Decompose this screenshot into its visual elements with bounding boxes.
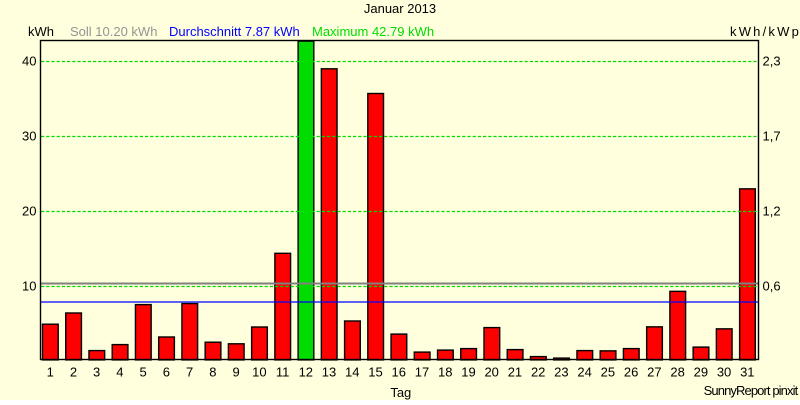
svg-text:24: 24 bbox=[577, 365, 591, 380]
svg-text:Januar 2013: Januar 2013 bbox=[364, 1, 436, 16]
svg-text:20: 20 bbox=[484, 365, 498, 380]
svg-text:25: 25 bbox=[601, 365, 615, 380]
svg-text:19: 19 bbox=[461, 365, 475, 380]
svg-text:4: 4 bbox=[116, 365, 123, 380]
svg-text:40: 40 bbox=[22, 54, 36, 69]
svg-text:5: 5 bbox=[140, 365, 147, 380]
svg-text:16: 16 bbox=[392, 365, 406, 380]
svg-text:13: 13 bbox=[322, 365, 336, 380]
svg-text:27: 27 bbox=[647, 365, 661, 380]
svg-text:14: 14 bbox=[345, 365, 359, 380]
svg-text:Soll 10.20 kWh: Soll 10.20 kWh bbox=[70, 24, 157, 39]
svg-text:26: 26 bbox=[624, 365, 638, 380]
svg-text:9: 9 bbox=[232, 365, 239, 380]
svg-text:1,7: 1,7 bbox=[763, 129, 781, 144]
svg-text:kWh: kWh bbox=[28, 24, 54, 39]
svg-text:1: 1 bbox=[47, 365, 54, 380]
svg-text:22: 22 bbox=[531, 365, 545, 380]
svg-text:28: 28 bbox=[670, 365, 684, 380]
svg-text:Maximum 42.79 kWh: Maximum 42.79 kWh bbox=[312, 24, 434, 39]
svg-text:2: 2 bbox=[70, 365, 77, 380]
svg-text:11: 11 bbox=[276, 365, 290, 380]
svg-text:8: 8 bbox=[209, 365, 216, 380]
svg-text:23: 23 bbox=[554, 365, 568, 380]
svg-text:15: 15 bbox=[368, 365, 382, 380]
svg-text:30: 30 bbox=[717, 365, 731, 380]
svg-text:Tag: Tag bbox=[390, 385, 411, 400]
svg-text:12: 12 bbox=[299, 365, 313, 380]
svg-text:29: 29 bbox=[694, 365, 708, 380]
svg-text:kWh/kWp: kWh/kWp bbox=[730, 24, 800, 39]
svg-text:3: 3 bbox=[93, 365, 100, 380]
svg-text:SunnyReport pinxit: SunnyReport pinxit bbox=[704, 383, 799, 398]
svg-text:7: 7 bbox=[186, 365, 193, 380]
svg-text:20: 20 bbox=[22, 204, 36, 219]
svg-text:6: 6 bbox=[163, 365, 170, 380]
svg-text:21: 21 bbox=[508, 365, 522, 380]
svg-text:30: 30 bbox=[22, 129, 36, 144]
svg-text:18: 18 bbox=[438, 365, 452, 380]
svg-text:31: 31 bbox=[740, 365, 754, 380]
svg-text:0,6: 0,6 bbox=[763, 279, 781, 294]
svg-text:17: 17 bbox=[415, 365, 429, 380]
svg-text:Durchschnitt 7.87 kWh: Durchschnitt 7.87 kWh bbox=[169, 24, 300, 39]
svg-text:10: 10 bbox=[22, 279, 36, 294]
svg-text:2,3: 2,3 bbox=[763, 54, 781, 69]
svg-text:10: 10 bbox=[252, 365, 266, 380]
svg-text:1,2: 1,2 bbox=[763, 204, 781, 219]
